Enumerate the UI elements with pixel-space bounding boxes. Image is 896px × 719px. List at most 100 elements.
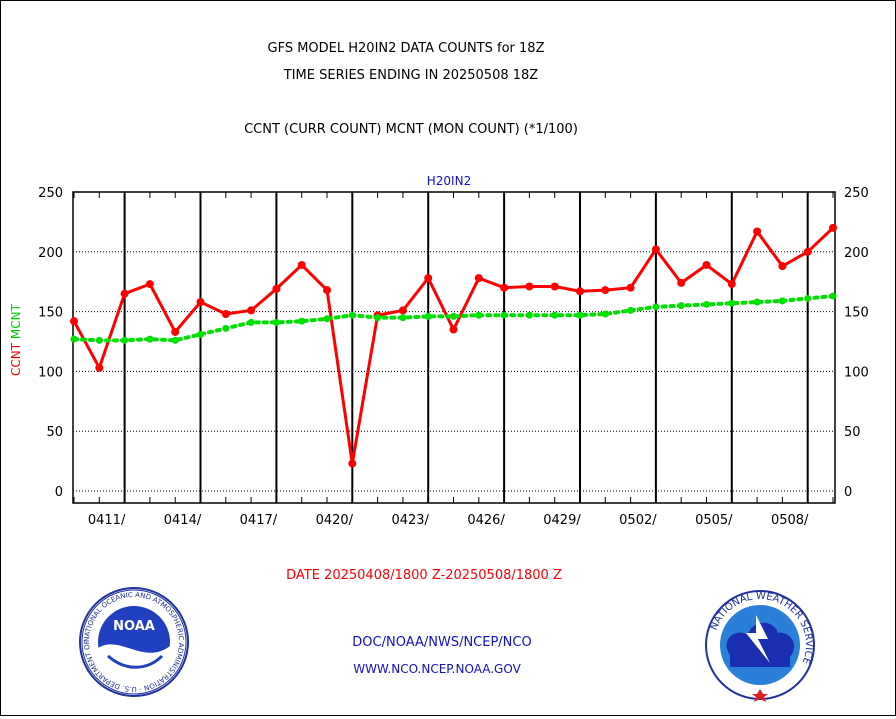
chart-subtitle: CCNT (CURR COUNT) MCNT (MON COUNT) (*1/1…: [244, 122, 578, 137]
point-mcnt: [348, 311, 356, 319]
x-tick-label: 0502/: [619, 513, 657, 528]
point-ccnt: [449, 325, 458, 334]
noaa-logo: NOAA NATIONAL OCEANIC AND ATMOSPHERIC AD…: [79, 587, 189, 697]
chart-title-line1: GFS MODEL H20IN2 DATA COUNTS for 18Z: [268, 41, 545, 56]
plot-axes: 0 0 50 50 100 100 150 150 200 200 250 250 0411/0414/…: [38, 186, 869, 528]
series-layer: [70, 223, 837, 468]
y-label-ccnt: CCNT: [9, 342, 23, 376]
point-ccnt: [677, 278, 686, 287]
point-ccnt: [348, 459, 357, 468]
point-mcnt: [627, 306, 635, 314]
plot-frame: [72, 191, 836, 504]
footer-url: WWW.NCO.NCEP.NOAA.GOV: [353, 662, 521, 676]
point-ccnt: [398, 306, 407, 315]
y-tick-label-left: 250: [38, 186, 63, 201]
x-tick-label: 0417/: [240, 513, 278, 528]
point-mcnt: [272, 318, 280, 326]
point-mcnt: [601, 310, 609, 318]
y-tick-label-right: 150: [844, 306, 869, 321]
point-mcnt: [525, 311, 533, 319]
point-mcnt: [197, 330, 204, 338]
point-ccnt: [778, 262, 787, 271]
point-ccnt: [576, 287, 584, 296]
y-tick-label-right: 0: [844, 485, 852, 500]
point-ccnt: [196, 298, 205, 307]
x-tick-label: 0411/: [88, 513, 126, 528]
point-ccnt: [803, 247, 812, 256]
point-ccnt: [601, 286, 610, 295]
y-tick-label-left: 50: [46, 425, 63, 440]
x-tick-label: 0426/: [467, 513, 505, 528]
point-ccnt: [753, 227, 762, 236]
point-mcnt: [576, 311, 584, 319]
point-ccnt: [95, 363, 104, 372]
point-ccnt: [651, 245, 660, 254]
chart-title-line2: TIME SERIES ENDING IN 20250508 18Z: [283, 68, 539, 83]
point-mcnt: [450, 312, 457, 320]
point-ccnt: [70, 317, 78, 326]
y-tick-label-right: 200: [844, 246, 869, 261]
point-mcnt: [829, 292, 837, 300]
point-ccnt: [500, 283, 509, 292]
point-ccnt: [702, 260, 711, 269]
x-tick-label: 0423/: [391, 513, 429, 528]
point-ccnt: [145, 280, 154, 289]
plot-series-title: H20IN2: [427, 174, 471, 188]
footer-org: DOC/NOAA/NWS/NCEP/NCO: [352, 635, 531, 650]
point-mcnt: [475, 311, 483, 319]
point-mcnt: [171, 336, 179, 344]
y-axis-label: CCNT MCNT: [9, 303, 23, 376]
y-tick-label-left: 100: [38, 365, 63, 380]
point-mcnt: [677, 302, 685, 310]
point-ccnt: [626, 283, 635, 292]
point-mcnt: [70, 335, 78, 343]
point-mcnt: [95, 336, 103, 344]
point-mcnt: [323, 315, 331, 323]
point-ccnt: [550, 282, 559, 291]
y-tick-label-right: 50: [844, 425, 861, 440]
point-ccnt: [424, 274, 433, 283]
point-mcnt: [222, 324, 230, 332]
plot-grid: [73, 191, 835, 503]
point-mcnt: [804, 294, 812, 302]
y-tick-label-right: 100: [844, 365, 869, 380]
nws-logo: NATIONAL WEATHER SERVICE: [705, 590, 815, 702]
point-ccnt: [120, 289, 129, 298]
y-tick-label-left: 0: [55, 485, 63, 500]
point-ccnt: [272, 284, 281, 293]
x-tick-label: 0429/: [543, 513, 581, 528]
point-mcnt: [298, 317, 306, 325]
point-ccnt: [829, 223, 837, 232]
y-tick-label-left: 200: [38, 246, 63, 261]
point-ccnt: [323, 286, 331, 295]
y-label-mcnt: MCNT: [9, 303, 23, 339]
y-tick-label-right: 250: [844, 186, 869, 201]
y-tick-label-left: 150: [38, 306, 63, 321]
point-mcnt: [374, 314, 382, 322]
point-ccnt: [474, 274, 483, 283]
x-tick-label: 0508/: [771, 513, 809, 528]
point-ccnt: [297, 260, 306, 269]
svg-text:CCNT MCNT: CCNT MCNT: [9, 303, 23, 376]
point-ccnt: [221, 310, 230, 319]
series-line-ccnt: [72, 226, 835, 466]
point-ccnt: [171, 327, 180, 336]
point-mcnt: [652, 303, 660, 311]
point-mcnt: [703, 300, 710, 308]
point-mcnt: [778, 297, 786, 305]
x-tick-label: 0414/: [164, 513, 202, 528]
x-tick-label: 0420/: [316, 513, 354, 528]
point-mcnt: [121, 336, 129, 344]
x-axis-label: DATE 20250408/1800 Z-20250508/1800 Z: [286, 568, 562, 583]
point-mcnt: [146, 335, 154, 343]
point-mcnt: [728, 299, 736, 307]
point-ccnt: [525, 282, 534, 291]
point-mcnt: [399, 314, 407, 322]
noaa-seal-text: NOAA: [113, 619, 155, 634]
point-mcnt: [551, 311, 559, 319]
point-ccnt: [727, 280, 736, 289]
point-ccnt: [247, 306, 256, 315]
point-mcnt: [500, 311, 508, 319]
